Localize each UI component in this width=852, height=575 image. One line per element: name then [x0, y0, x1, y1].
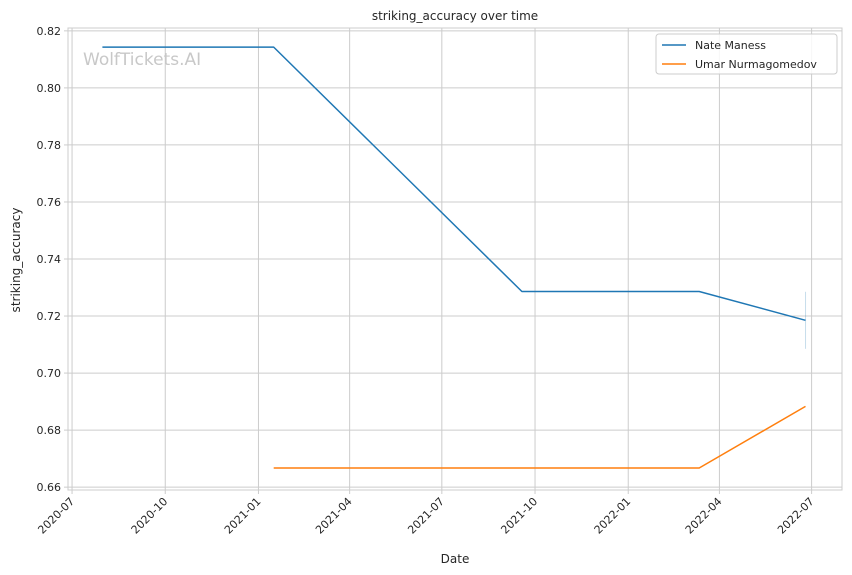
- series-line-2: [273, 405, 806, 469]
- x-tick-label: 2021-10: [498, 495, 540, 537]
- y-tick-label: 0.68: [37, 424, 62, 437]
- x-tick-label: 2022-04: [683, 495, 725, 537]
- series-line-1: [102, 46, 806, 322]
- y-tick-label: 0.66: [37, 481, 62, 494]
- x-tick-label: 2020-10: [129, 495, 171, 537]
- x-tick-label: 2021-07: [405, 495, 447, 537]
- x-axis-title: Date: [441, 552, 470, 566]
- y-axis-title: striking_accuracy: [9, 208, 23, 313]
- x-tick-label: 2021-01: [222, 495, 264, 537]
- legend-label: Nate Maness: [695, 39, 766, 52]
- y-tick-label: 0.78: [37, 139, 62, 152]
- y-tick-label: 0.76: [37, 196, 62, 209]
- y-tick-label: 0.70: [37, 367, 62, 380]
- legend: Nate Maness Umar Nurmagomedov: [655, 33, 838, 75]
- x-tick-label: 2022-01: [592, 495, 634, 537]
- x-axis: 2020-07 2020-10 2021-01 2021-04 2021-07 2021-…: [35, 490, 817, 537]
- y-tick-label: 0.72: [37, 310, 62, 323]
- x-tick-label: 2020-07: [35, 495, 77, 537]
- chart-title: striking_accuracy over time: [372, 9, 538, 23]
- y-tick-label: 0.80: [37, 82, 62, 95]
- y-tick-label: 0.74: [37, 253, 62, 266]
- legend-label: Umar Nurmagomedov: [695, 58, 817, 71]
- y-tick-label: 0.82: [37, 25, 62, 38]
- series-layer: [102, 46, 807, 469]
- gridlines: [68, 28, 842, 490]
- watermark: WolfTickets.AI: [83, 50, 201, 70]
- x-tick-label: 2021-04: [313, 495, 355, 537]
- y-axis: 0.66 0.68 0.70 0.72 0.74 0.76 0.78 0.80 0.82: [37, 25, 68, 494]
- legend-box: [655, 33, 838, 75]
- x-tick-label: 2022-07: [775, 495, 817, 537]
